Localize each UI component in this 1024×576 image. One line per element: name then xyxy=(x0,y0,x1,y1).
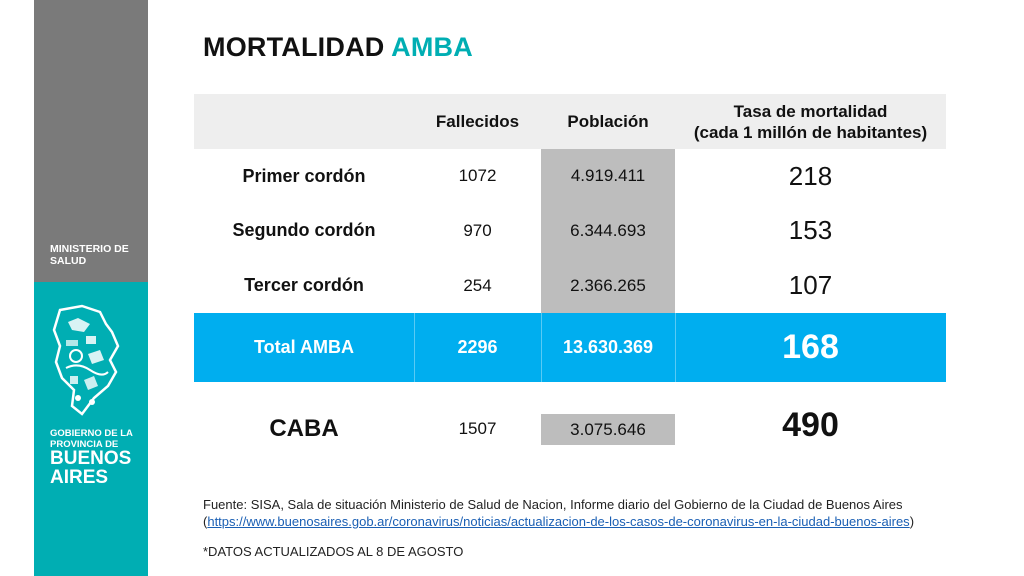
total-row-divider xyxy=(541,313,542,382)
ministerio-label: MINISTERIO DE SALUD xyxy=(50,243,129,267)
total-label: Total AMBA xyxy=(254,337,354,357)
header-tasa-line2: (cada 1 millón de habitantes) xyxy=(693,122,928,142)
source-note: Fuente: SISA, Sala de situación Minister… xyxy=(203,496,1003,530)
row-poblacion: 6.344.693 xyxy=(570,220,646,240)
header-tasa-line1: Tasa de mortalidad xyxy=(733,101,888,121)
row-tasa: 153 xyxy=(788,215,833,245)
caba-poblacion-background xyxy=(541,414,675,445)
header-fallecidos: Fallecidos xyxy=(435,112,520,131)
source-paren-open: ( xyxy=(203,514,208,529)
sidebar-gray-panel xyxy=(34,0,148,282)
row-fallecidos: 1072 xyxy=(458,166,497,185)
row-poblacion: 4.919.411 xyxy=(570,166,646,185)
sidebar-teal-panel: GOBIERNO DE LA PROVINCIA DE BUENOS AIRES xyxy=(34,282,148,576)
row-poblacion: 2.366.265 xyxy=(570,275,646,295)
total-fallecidos: 2296 xyxy=(457,337,498,357)
total-tasa: 168 xyxy=(782,328,839,366)
update-note: *DATOS ACTUALIZADOS AL 8 DE AGOSTO xyxy=(203,544,464,559)
total-row-divider xyxy=(414,313,415,382)
sidebar: MINISTERIO DE SALUD GOBIERNO DE LA PROVI… xyxy=(34,0,148,576)
row-label-segundo-cordon: Segundo cordón xyxy=(232,220,376,240)
caba-label: CABA xyxy=(269,415,339,442)
row-tasa: 107 xyxy=(788,270,833,300)
caba-poblacion: 3.075.646 xyxy=(570,419,646,439)
table-header-background xyxy=(194,94,946,149)
province-map-icon xyxy=(52,304,120,416)
caba-fallecidos: 1507 xyxy=(458,419,497,438)
title-accent: AMBA xyxy=(391,32,473,62)
header-tasa: Tasa de mortalidad (cada 1 millón de hab… xyxy=(675,94,946,149)
buenos-aires-label: BUENOS AIRES xyxy=(50,448,132,488)
total-row-background xyxy=(194,313,946,382)
caba-tasa: 490 xyxy=(782,405,839,444)
source-paren-close: ) xyxy=(909,514,915,529)
total-row-divider xyxy=(675,313,676,382)
poblacion-column-background xyxy=(541,149,675,313)
row-tasa: 218 xyxy=(788,160,833,191)
total-poblacion: 13.630.369 xyxy=(562,337,654,357)
gobierno-label: GOBIERNO DE LA PROVINCIA DE xyxy=(50,428,133,450)
row-fallecidos: 254 xyxy=(463,275,492,295)
source-link[interactable]: https://www.buenosaires.gob.ar/coronavir… xyxy=(207,514,910,529)
row-label-tercer-cordon: Tercer cordón xyxy=(244,275,364,295)
row-label-primer-cordon: Primer cordón xyxy=(242,165,366,186)
page-title: MORTALIDAD AMBA xyxy=(203,32,473,63)
source-text: Fuente: SISA, Sala de situación Minister… xyxy=(203,497,903,512)
header-poblacion: Población xyxy=(567,112,649,131)
title-main: MORTALIDAD xyxy=(203,32,385,62)
row-fallecidos: 970 xyxy=(463,220,492,240)
